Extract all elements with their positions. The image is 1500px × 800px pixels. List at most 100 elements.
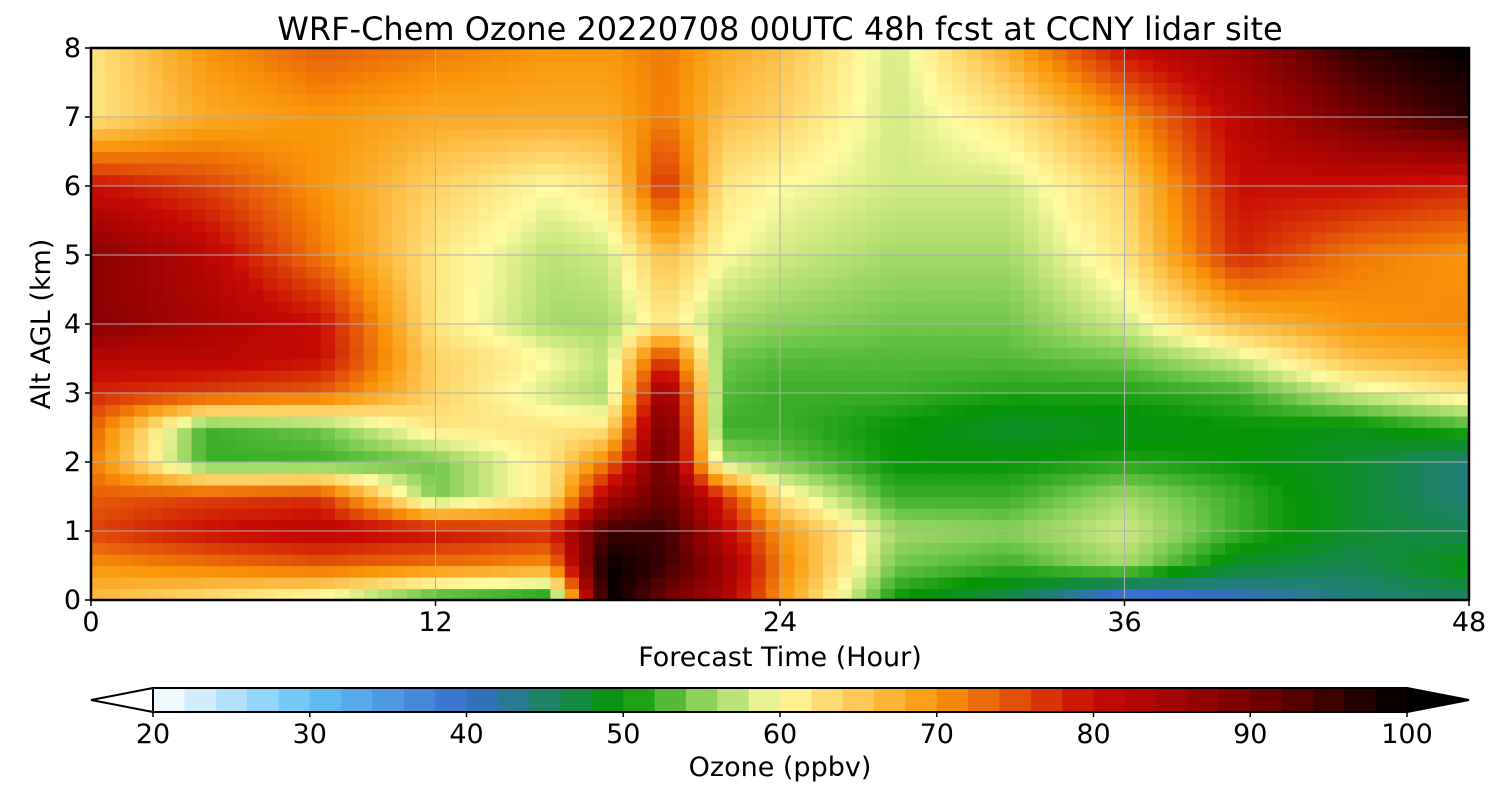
heatmap-cell [119, 197, 135, 210]
heatmap-cell [406, 71, 422, 84]
heatmap-cell [234, 542, 250, 555]
heatmap-cell [966, 335, 982, 348]
heatmap-cell [1282, 565, 1298, 578]
heatmap-cell [1124, 232, 1140, 245]
heatmap-cell [191, 301, 207, 314]
heatmap-cell [564, 588, 580, 601]
heatmap-cell [234, 439, 250, 452]
heatmap-cell [722, 358, 738, 371]
heatmap-cell [263, 358, 279, 371]
heatmap-cell [378, 381, 394, 394]
heatmap-cell [765, 163, 781, 176]
heatmap-cell [220, 48, 236, 61]
heatmap-cell [148, 151, 164, 164]
heatmap-cell [1454, 577, 1470, 590]
x-tick-label: 24 [763, 607, 797, 638]
heatmap-cell [607, 266, 623, 279]
heatmap-cell [1354, 220, 1370, 233]
heatmap-cell [478, 163, 494, 176]
heatmap-cell [1368, 404, 1384, 417]
heatmap-cell [1024, 393, 1039, 406]
heatmap-cell [1038, 335, 1054, 348]
heatmap-cell [263, 174, 279, 187]
heatmap-cell [1224, 117, 1240, 130]
heatmap-cell [579, 48, 594, 61]
heatmap-cell [1253, 450, 1269, 463]
heatmap-cell [1454, 266, 1470, 279]
heatmap-cell [263, 496, 279, 509]
heatmap-cell [449, 151, 465, 164]
heatmap-cell [1095, 531, 1111, 544]
heatmap-cell [794, 439, 810, 452]
heatmap-cell [851, 393, 867, 406]
heatmap-cell [521, 232, 537, 245]
heatmap-cell [1038, 427, 1054, 440]
heatmap-cell [1024, 542, 1039, 555]
heatmap-cell [1067, 197, 1083, 210]
heatmap-cell [191, 278, 207, 291]
heatmap-cell [291, 450, 307, 463]
heatmap-cell [1425, 255, 1441, 268]
heatmap-cell [722, 404, 738, 417]
heatmap-cell [306, 289, 322, 302]
heatmap-cell [780, 151, 795, 164]
heatmap-cell [593, 393, 609, 406]
heatmap-cell [923, 450, 939, 463]
heatmap-cell [234, 335, 250, 348]
heatmap-cell [794, 404, 810, 417]
heatmap-cell [449, 140, 465, 153]
heatmap-cell [1038, 531, 1054, 544]
heatmap-cell [392, 531, 408, 544]
heatmap-cell [1382, 531, 1398, 544]
heatmap-cell [923, 531, 939, 544]
heatmap-cell [780, 588, 795, 601]
heatmap-cell [1382, 462, 1398, 475]
heatmap-cell [248, 151, 264, 164]
heatmap-cell [564, 485, 580, 498]
heatmap-cell [1052, 577, 1068, 590]
heatmap-cell [421, 186, 437, 199]
heatmap-cell [980, 163, 996, 176]
heatmap-cell [923, 347, 939, 360]
heatmap-cell [966, 531, 982, 544]
heatmap-cell [1167, 140, 1183, 153]
heatmap-cell [1253, 577, 1269, 590]
heatmap-cell [1081, 485, 1097, 498]
heatmap-cell [866, 473, 882, 486]
heatmap-cell [1311, 531, 1327, 544]
heatmap-cell [952, 519, 968, 532]
heatmap-cell [507, 163, 523, 176]
heatmap-cell [1382, 174, 1398, 187]
heatmap-cell [708, 496, 724, 509]
heatmap-cell [1224, 588, 1240, 601]
heatmap-cell [923, 94, 939, 107]
heatmap-cell [650, 232, 666, 245]
heatmap-cell [134, 255, 150, 268]
heatmap-cell [134, 312, 150, 325]
heatmap-cell [636, 128, 652, 141]
heatmap-cell [794, 128, 810, 141]
heatmap-cell [1181, 82, 1197, 95]
heatmap-cell [335, 347, 350, 360]
heatmap-cell [191, 427, 207, 440]
heatmap-cell [1110, 209, 1126, 222]
heatmap-cell [564, 519, 580, 532]
heatmap-cell [1296, 554, 1312, 567]
heatmap-cell [248, 48, 264, 61]
heatmap-cell [866, 577, 882, 590]
heatmap-cell [1153, 347, 1169, 360]
heatmap-cell [851, 255, 867, 268]
heatmap-cell [808, 59, 824, 72]
heatmap-cell [1167, 370, 1183, 383]
heatmap-cell [665, 117, 681, 130]
heatmap-cell [1052, 301, 1068, 314]
y-tick-label: 8 [64, 33, 81, 64]
heatmap-cell [966, 416, 982, 429]
heatmap-cell [650, 278, 666, 291]
heatmap-cell [708, 209, 724, 222]
heatmap-cell [363, 174, 379, 187]
heatmap-cell [1339, 197, 1355, 210]
heatmap-cell [851, 71, 867, 84]
heatmap-cell [636, 577, 652, 590]
heatmap-cell [234, 255, 250, 268]
